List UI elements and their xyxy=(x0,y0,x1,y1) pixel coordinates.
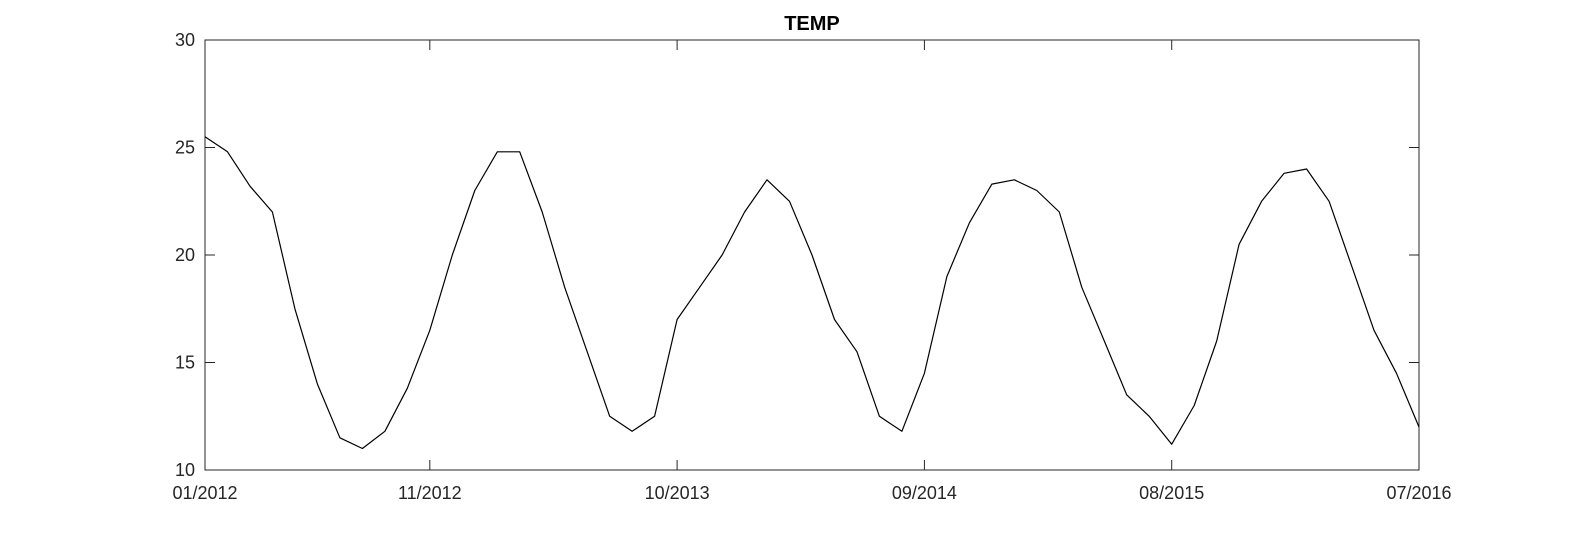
temp-series-line xyxy=(204,136,1420,450)
y-tick-label: 30 xyxy=(175,30,195,50)
x-tick-label: 10/2013 xyxy=(645,483,710,503)
x-tick-label: 11/2012 xyxy=(398,483,462,503)
y-tick-label: 15 xyxy=(175,353,195,373)
chart-title: TEMP xyxy=(784,13,840,35)
x-tick-label: 08/2015 xyxy=(1139,483,1204,503)
y-tick-label: 25 xyxy=(175,138,195,158)
y-tick-label: 10 xyxy=(175,460,195,480)
plot-area: 10 15 20 25 30 01/2012 11/2012 10/2013 09/2014 08… xyxy=(172,30,1451,503)
x-tick-label: 09/2014 xyxy=(892,483,957,503)
y-tick-label: 20 xyxy=(175,245,195,265)
x-tick-label: 01/2012 xyxy=(172,483,237,503)
x-tick-label: 07/2016 xyxy=(1386,483,1451,503)
